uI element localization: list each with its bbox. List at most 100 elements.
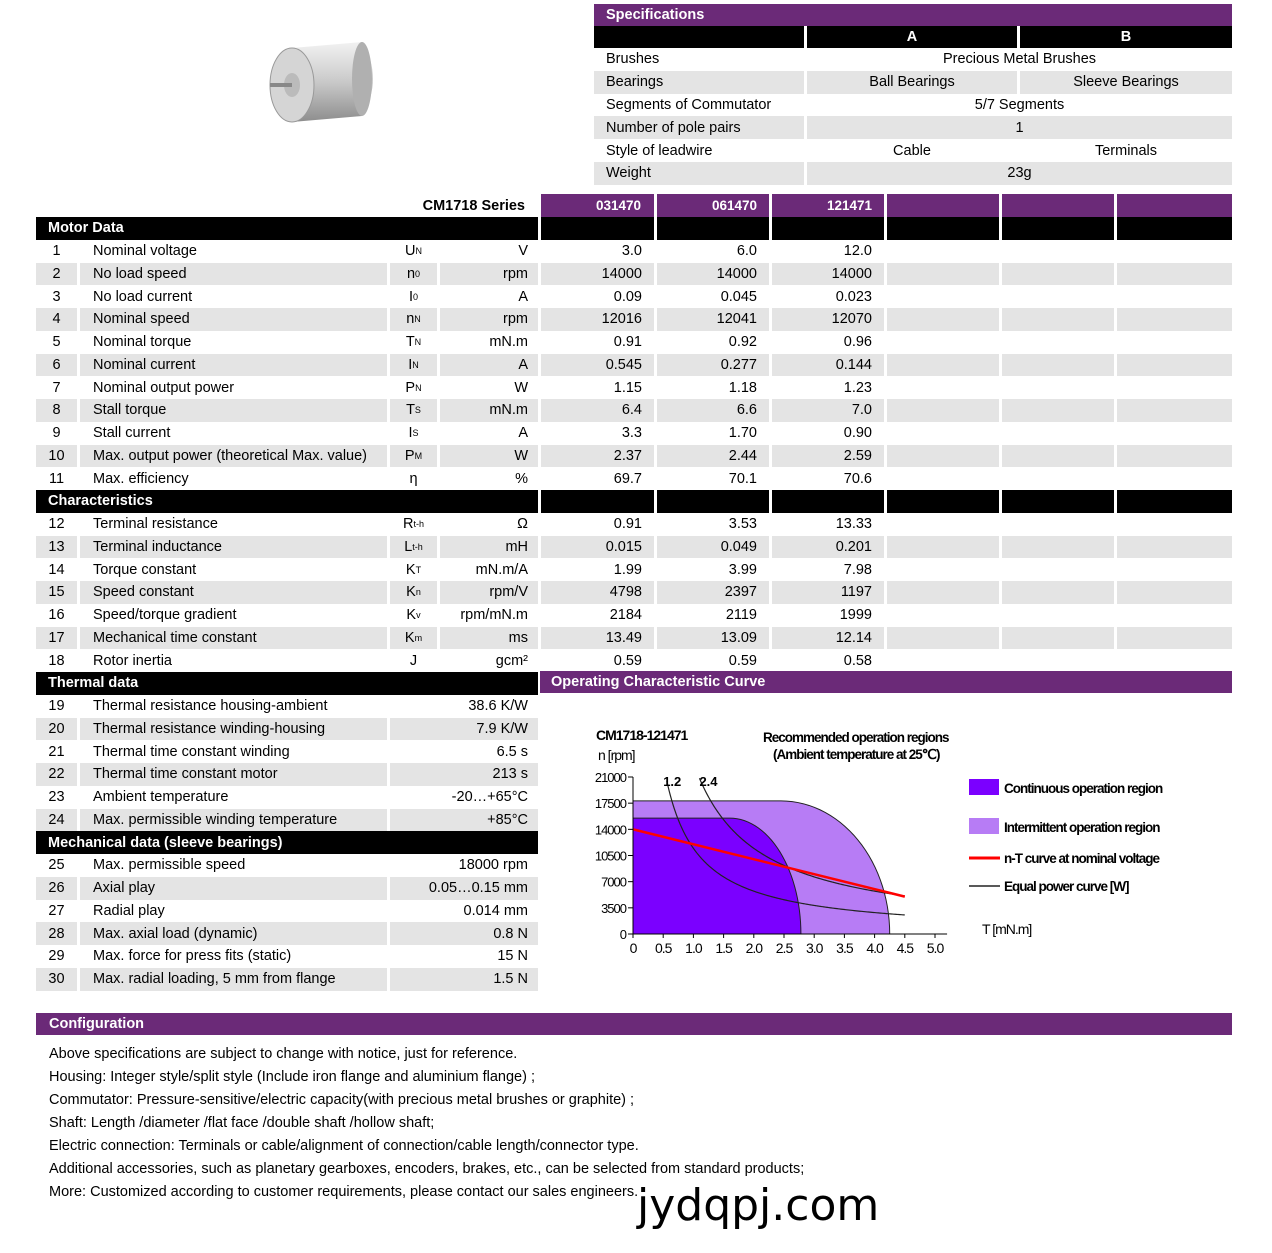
parameter-name: Max. output power (theoretical Max. valu… bbox=[80, 444, 390, 468]
legend-label: Equal power curve [W] bbox=[1004, 879, 1129, 894]
section-header: Characteristics bbox=[36, 490, 1232, 513]
symbol-main: T bbox=[406, 402, 415, 419]
chart-subtitle: (Ambient temperature at 25℃) bbox=[773, 747, 940, 762]
parameter-name: Nominal voltage bbox=[80, 239, 390, 263]
spec-row: Style of leadwire Cable Terminals bbox=[594, 139, 1232, 162]
value-cell: 0.92 bbox=[657, 330, 772, 354]
config-line: Shaft: Length /diameter /flat face /doub… bbox=[49, 1114, 435, 1131]
parameter-name: Stall torque bbox=[80, 399, 390, 422]
section-header: Mechanical data (sleeve bearings) bbox=[36, 831, 1232, 854]
value-cell bbox=[887, 376, 1002, 399]
y-tick-label: 17500 bbox=[595, 796, 627, 811]
parameter-name: No load current bbox=[80, 285, 390, 308]
spec-value: Precious Metal Brushes bbox=[942, 51, 1097, 68]
row-number: 17 bbox=[36, 626, 80, 650]
value-cell bbox=[1117, 376, 1232, 399]
value: 0.014 mm bbox=[390, 899, 541, 923]
symbol-main: I bbox=[408, 288, 413, 305]
value-cell bbox=[1002, 581, 1117, 604]
value-cell bbox=[1002, 308, 1117, 331]
row-number: 4 bbox=[36, 308, 80, 331]
motor-data-table: CM1718 Series 031470 061470 121471 Motor Dat… bbox=[36, 194, 1232, 991]
spec-value: 1 bbox=[807, 116, 1232, 140]
value-cell bbox=[1002, 649, 1117, 672]
value-cell: 0.277 bbox=[657, 353, 772, 377]
symbol-main: U bbox=[405, 243, 416, 260]
row-number: 30 bbox=[36, 967, 80, 991]
y-tick-label: 14000 bbox=[595, 822, 627, 837]
section-title: Characteristics bbox=[36, 490, 541, 513]
value-cell: 70.1 bbox=[657, 467, 772, 490]
value-cell: 0.59 bbox=[541, 649, 657, 672]
curve-section: Operating Characteristic Curve bbox=[540, 671, 1232, 693]
table-row: 26 Axial play 0.05…0.15 mm bbox=[36, 876, 1232, 900]
symbol-sub: t-h bbox=[412, 541, 423, 552]
row-number: 15 bbox=[36, 581, 80, 604]
value-cell bbox=[1002, 376, 1117, 399]
table-row: 7 Nominal output power P N W 1.15 1.18 1.23 bbox=[36, 376, 1232, 399]
table-row: 9 Stall current I S A 3.3 1.70 0.90 bbox=[36, 421, 1232, 445]
value-cell: 12.0 bbox=[772, 239, 887, 263]
spec-label: Style of leadwire bbox=[594, 139, 807, 162]
value-cell bbox=[1117, 467, 1232, 490]
nt-curve bbox=[632, 828, 906, 898]
spec-row: Number of pole pairs 1 bbox=[594, 116, 1232, 140]
table-row: 27 Radial play 0.014 mm bbox=[36, 899, 1232, 923]
parameter-name: Max. radial loading, 5 mm from flange bbox=[80, 967, 390, 991]
symbol-main: K bbox=[406, 607, 417, 624]
row-number: 18 bbox=[36, 649, 80, 672]
spec-label: Number of pole pairs bbox=[594, 116, 807, 140]
table-row: 11 Max. efficiency η% 69.7 70.1 70.6 bbox=[36, 467, 1232, 490]
row-number: 8 bbox=[36, 399, 80, 422]
value-cell: 0.90 bbox=[772, 421, 887, 445]
symbol-sub: v bbox=[416, 610, 421, 621]
chart-model: CM1718-121471 bbox=[596, 727, 689, 743]
model-header bbox=[1117, 194, 1232, 217]
x-tick-label: 1.5 bbox=[715, 940, 733, 956]
value-cell bbox=[1002, 239, 1117, 263]
row-number: 26 bbox=[36, 876, 80, 900]
specifications-table: Specifications A B Brushes Precious Metal… bbox=[594, 4, 1232, 185]
unit: mN.m bbox=[440, 399, 541, 422]
value-cell: 4798 bbox=[541, 581, 657, 604]
y-tick-label: 21000 bbox=[595, 770, 627, 785]
config-line: More: Customized according to customer r… bbox=[49, 1183, 639, 1200]
value-cell bbox=[887, 239, 1002, 263]
value-cell: 0.015 bbox=[541, 535, 657, 559]
value-cell bbox=[887, 626, 1002, 650]
value-cell: 12.14 bbox=[772, 626, 887, 650]
parameter-name: Thermal resistance housing-ambient bbox=[80, 694, 390, 718]
value-cell: 70.6 bbox=[772, 467, 887, 490]
header-blank bbox=[657, 217, 772, 240]
row-number: 9 bbox=[36, 421, 80, 445]
value-cell: 3.0 bbox=[541, 239, 657, 263]
parameter-name: Max. permissible speed bbox=[80, 854, 390, 877]
x-tick-label: 3.5 bbox=[836, 940, 854, 956]
row-number: 27 bbox=[36, 899, 80, 923]
value-cell: 1.18 bbox=[657, 376, 772, 399]
unit: % bbox=[440, 467, 541, 490]
spec-col-a: A bbox=[807, 26, 1020, 48]
row-number: 3 bbox=[36, 285, 80, 308]
x-tick-label: 2.0 bbox=[746, 940, 764, 956]
symbol-sub: n bbox=[415, 587, 421, 598]
unit: rpm/V bbox=[440, 581, 541, 604]
value-cell: 0.144 bbox=[772, 353, 887, 377]
value-cell: 0.545 bbox=[541, 353, 657, 377]
config-line: Housing: Integer style/split style (Incl… bbox=[49, 1068, 536, 1085]
config-line: Above specifications are subject to chan… bbox=[49, 1045, 518, 1062]
x-tick-label: 3.0 bbox=[806, 940, 824, 956]
row-number: 29 bbox=[36, 945, 80, 968]
spec-label: Weight bbox=[594, 161, 807, 185]
row-number: 22 bbox=[36, 763, 80, 786]
chart-title: Recommended operation regions bbox=[763, 730, 949, 745]
continuous-region bbox=[632, 817, 802, 935]
table-row: 24 Max. permissible winding temperature +8… bbox=[36, 808, 1232, 832]
parameter-name: Max. axial load (dynamic) bbox=[80, 922, 390, 945]
value-cell bbox=[887, 467, 1002, 490]
